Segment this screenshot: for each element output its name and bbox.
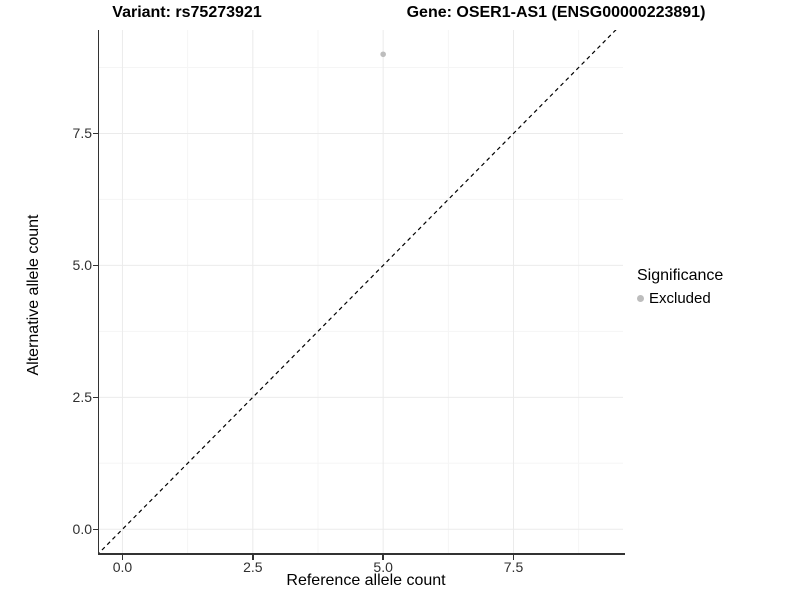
- plot-panel: [69, 0, 647, 583]
- legend-title: Significance: [637, 267, 724, 284]
- y-axis-line: [97, 30, 99, 555]
- x-tick-mark: [512, 554, 515, 560]
- legend-items: Excluded: [637, 290, 723, 307]
- y-tick-mark: [92, 528, 98, 530]
- x-tick-label: 2.5: [243, 559, 263, 575]
- x-tick-label: 7.5: [503, 559, 524, 575]
- x-axis-title: Reference allele count: [286, 572, 446, 589]
- y-tick-label: 0.0: [72, 521, 92, 538]
- y-tick-label: 2.5: [72, 389, 92, 406]
- x-axis-line: [97, 553, 625, 555]
- y-tick-mark: [92, 396, 98, 399]
- y-tick-mark: [92, 264, 98, 267]
- legend: Significance Excluded: [637, 267, 723, 307]
- legend-item-excluded: Excluded: [637, 290, 723, 307]
- x-tick-mark: [252, 554, 254, 560]
- x-tick-label: 0.0: [112, 559, 133, 575]
- x-tick-mark: [121, 554, 124, 560]
- y-tick-mark: [92, 132, 98, 135]
- scatter-plot-svg: [69, 0, 647, 583]
- y-tick-label: 5.0: [72, 257, 92, 274]
- data-point-excluded: [380, 51, 386, 58]
- identity-reference-line: [69, 0, 647, 583]
- y-axis-title: Alternative allele count: [25, 214, 42, 376]
- plot-title-variant: Variant: rs75273921: [112, 4, 262, 21]
- legend-point-icon: [637, 295, 644, 302]
- x-tick-label: 5.0: [373, 559, 393, 575]
- x-tick-mark: [382, 554, 384, 560]
- plot-title-gene: Gene: OSER1-AS1 (ENSG00000223891): [406, 4, 706, 21]
- legend-item-label: Excluded: [649, 290, 711, 307]
- y-tick-label: 7.5: [72, 125, 92, 142]
